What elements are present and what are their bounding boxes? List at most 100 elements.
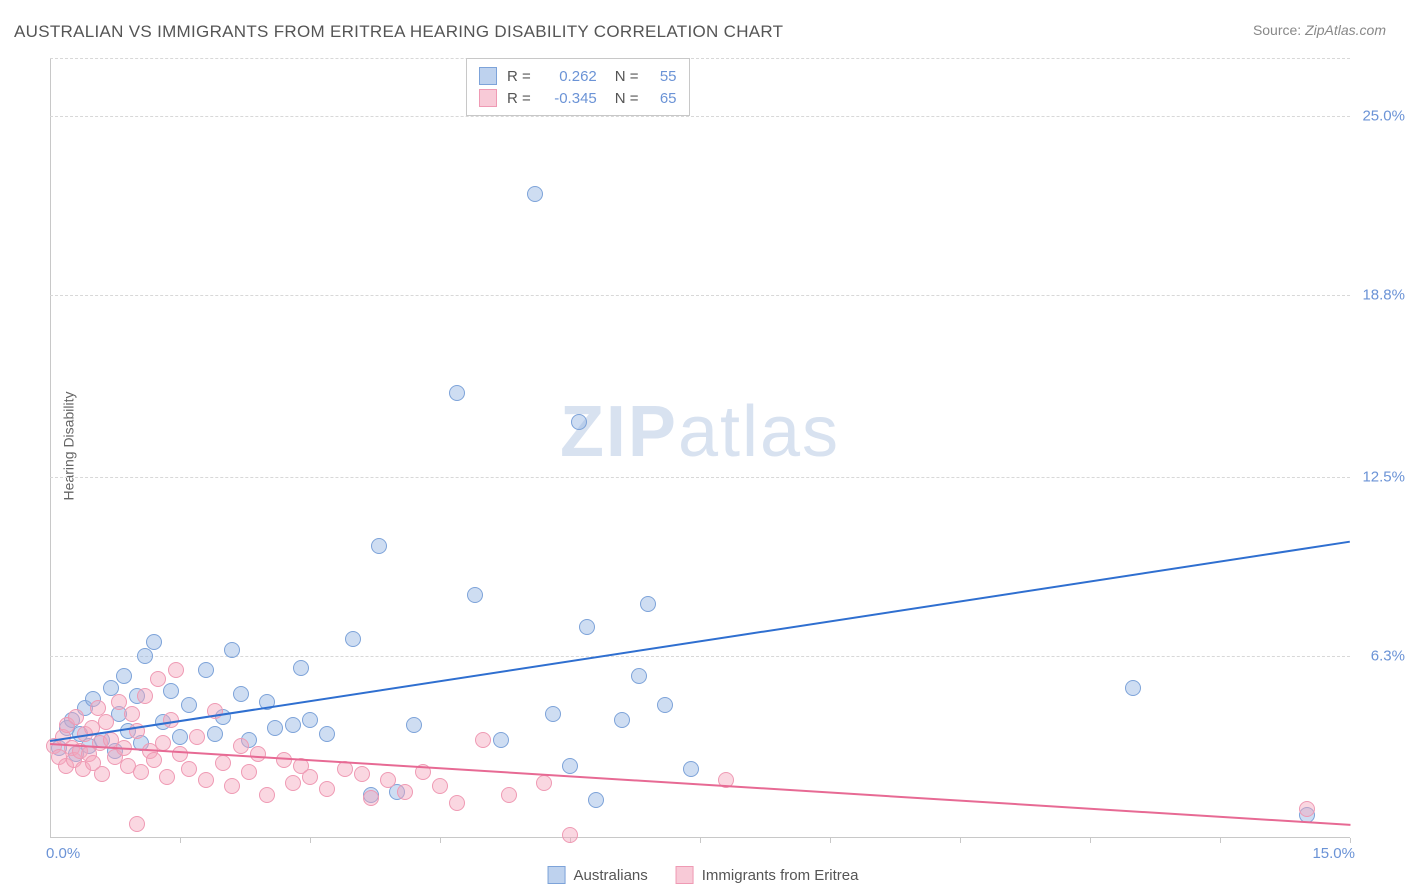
data-point-pink (475, 732, 491, 748)
data-point-pink (302, 769, 318, 785)
data-point-pink (124, 706, 140, 722)
data-point-blue (1125, 680, 1141, 696)
data-point-blue (493, 732, 509, 748)
data-point-pink (129, 816, 145, 832)
data-point-pink (380, 772, 396, 788)
data-point-blue (371, 538, 387, 554)
data-point-pink (536, 775, 552, 791)
data-point-blue (631, 668, 647, 684)
data-point-pink (354, 766, 370, 782)
data-point-pink (90, 700, 106, 716)
data-point-pink (189, 729, 205, 745)
data-point-pink (241, 764, 257, 780)
legend-stats-row: R = -0.345 N = 65 (479, 87, 677, 109)
x-tick (960, 838, 961, 843)
data-point-blue (267, 720, 283, 736)
data-point-blue (233, 686, 249, 702)
x-tick (830, 838, 831, 843)
data-point-blue (198, 662, 214, 678)
n-label: N = (615, 90, 639, 107)
data-point-pink (150, 671, 166, 687)
r-value: -0.345 (541, 90, 597, 107)
data-point-pink (319, 781, 335, 797)
data-point-blue (579, 619, 595, 635)
r-label: R = (507, 90, 531, 107)
data-point-blue (562, 758, 578, 774)
data-point-blue (285, 717, 301, 733)
plot-area: ZIPatlas 6.3%12.5%18.8%25.0%0.0%15.0%R =… (50, 58, 1350, 838)
x-tick (1350, 838, 1351, 843)
data-point-blue (545, 706, 561, 722)
data-point-pink (449, 795, 465, 811)
x-tick (310, 838, 311, 843)
data-point-pink (133, 764, 149, 780)
data-point-blue (207, 726, 223, 742)
source-label: Source: (1253, 22, 1301, 38)
watermark-part1: ZIP (560, 392, 678, 472)
data-point-blue (146, 634, 162, 650)
data-point-blue (449, 385, 465, 401)
y-axis-line (50, 58, 51, 838)
data-point-blue (224, 642, 240, 658)
data-point-blue (319, 726, 335, 742)
data-point-blue (302, 712, 318, 728)
trend-line-pink (50, 743, 1350, 826)
data-point-pink (224, 778, 240, 794)
legend-label-australians: Australians (574, 867, 648, 884)
swatch-blue (548, 866, 566, 884)
data-point-pink (259, 787, 275, 803)
data-point-blue (406, 717, 422, 733)
x-tick (1090, 838, 1091, 843)
data-point-pink (501, 787, 517, 803)
x-tick (1220, 838, 1221, 843)
data-point-blue (345, 631, 361, 647)
data-point-pink (98, 714, 114, 730)
grid-line (50, 295, 1350, 296)
n-value: 55 (649, 68, 677, 85)
data-point-pink (198, 772, 214, 788)
y-tick-label: 18.8% (1355, 286, 1405, 303)
chart-title: AUSTRALIAN VS IMMIGRANTS FROM ERITREA HE… (14, 22, 783, 42)
data-point-pink (181, 761, 197, 777)
x-tick-label: 0.0% (46, 845, 80, 862)
data-point-blue (527, 186, 543, 202)
data-point-pink (94, 766, 110, 782)
x-tick (180, 838, 181, 843)
r-label: R = (507, 68, 531, 85)
data-point-pink (233, 738, 249, 754)
grid-line (50, 656, 1350, 657)
y-tick-label: 6.3% (1355, 648, 1405, 665)
r-value: 0.262 (541, 68, 597, 85)
data-point-blue (571, 414, 587, 430)
data-point-pink (172, 746, 188, 762)
data-point-blue (103, 680, 119, 696)
data-point-blue (172, 729, 188, 745)
source-value: ZipAtlas.com (1305, 22, 1386, 38)
data-point-blue (588, 792, 604, 808)
data-point-pink (1299, 801, 1315, 817)
data-point-pink (155, 735, 171, 751)
legend-label-eritrea: Immigrants from Eritrea (702, 867, 859, 884)
trend-line-blue (50, 540, 1350, 741)
data-point-pink (215, 755, 231, 771)
data-point-blue (614, 712, 630, 728)
data-point-pink (159, 769, 175, 785)
legend-item-eritrea: Immigrants from Eritrea (676, 866, 859, 884)
y-tick-label: 12.5% (1355, 468, 1405, 485)
source-attribution: Source: ZipAtlas.com (1253, 22, 1386, 38)
swatch-blue (479, 67, 497, 85)
n-value: 65 (649, 90, 677, 107)
watermark-part2: atlas (678, 392, 840, 472)
x-tick-label: 15.0% (1312, 845, 1355, 862)
data-point-blue (293, 660, 309, 676)
data-point-pink (285, 775, 301, 791)
data-point-pink (111, 694, 127, 710)
data-point-blue (657, 697, 673, 713)
grid-line (50, 116, 1350, 117)
data-point-blue (467, 587, 483, 603)
data-point-blue (137, 648, 153, 664)
data-point-pink (137, 688, 153, 704)
legend-item-australians: Australians (548, 866, 648, 884)
data-point-blue (640, 596, 656, 612)
data-point-pink (68, 709, 84, 725)
